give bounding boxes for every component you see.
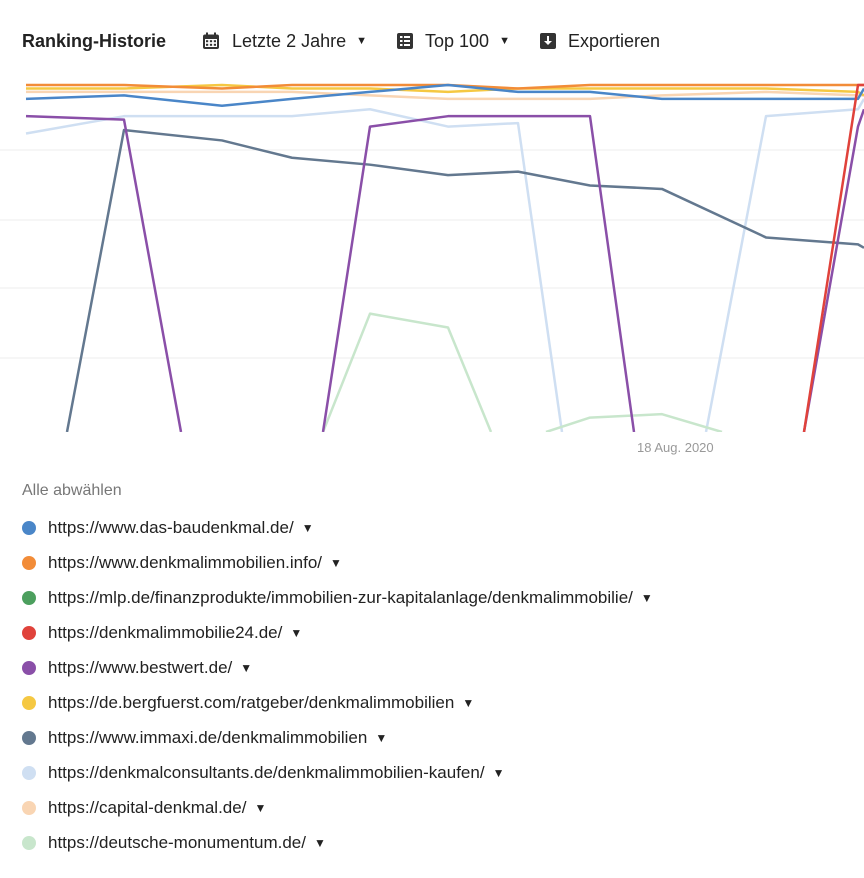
chevron-down-icon[interactable]: ▼ xyxy=(254,800,267,815)
legend-item-label: https://www.bestwert.de/ xyxy=(48,657,233,677)
series-line[interactable] xyxy=(321,114,636,432)
series-line[interactable] xyxy=(802,108,864,432)
x-axis-label: 18 Aug. 2020 xyxy=(637,440,714,455)
series-line[interactable] xyxy=(321,312,493,432)
deselect-all-button[interactable]: Alle abwählen xyxy=(22,482,122,499)
legend-color-dot xyxy=(22,835,36,850)
legend-item[interactable]: https://denkmalconsultants.de/denkmalimm… xyxy=(22,755,653,790)
chevron-down-icon[interactable]: ▼ xyxy=(330,555,342,570)
legend-item-label: https://deutsche-monumentum.de/ xyxy=(48,832,306,852)
legend-color-dot xyxy=(22,555,36,570)
chevron-down-icon: ▼ xyxy=(356,35,367,47)
calendar-icon xyxy=(203,32,220,49)
legend-item-label: https://denkmalimmobilie24.de/ xyxy=(48,622,283,642)
legend-item-label: https://capital-denkmal.de/ xyxy=(48,797,247,817)
chevron-down-icon[interactable]: ▼ xyxy=(375,730,388,745)
top-dropdown[interactable]: Top 100 ▼ xyxy=(397,31,510,52)
legend: Alle abwählen https://www.das-baudenkmal… xyxy=(22,482,653,860)
legend-item-label: https://de.bergfuerst.com/ratgeber/denkm… xyxy=(48,692,455,712)
legend-color-dot xyxy=(22,765,36,780)
legend-item-label: https://www.immaxi.de/denkmalimmobilien xyxy=(48,727,368,747)
legend-item[interactable]: https://capital-denkmal.de/ ▼ xyxy=(22,790,653,825)
legend-item[interactable]: https://www.denkmalimmobilien.info/ ▼ xyxy=(22,545,653,580)
chevron-down-icon[interactable]: ▼ xyxy=(640,590,653,605)
chevron-down-icon[interactable]: ▼ xyxy=(290,625,303,640)
top-label: Top 100 xyxy=(425,30,490,51)
legend-item[interactable]: https://www.das-baudenkmal.de/ ▼ xyxy=(22,510,653,545)
legend-item[interactable]: https://www.immaxi.de/denkmalimmobilien ▼ xyxy=(22,720,653,755)
series-line[interactable] xyxy=(802,83,864,432)
period-label: Letzte 2 Jahre xyxy=(232,30,347,51)
legend-item-label: https://denkmalconsultants.de/denkmalimm… xyxy=(48,762,485,782)
legend-color-dot xyxy=(22,800,36,815)
legend-item[interactable]: https://deutsche-monumentum.de/ ▼ xyxy=(22,825,653,860)
series-line[interactable] xyxy=(26,83,864,97)
series-line[interactable] xyxy=(25,114,183,432)
chevron-down-icon[interactable]: ▼ xyxy=(492,765,505,780)
series-line[interactable] xyxy=(25,83,864,108)
export-label: Exportieren xyxy=(567,30,661,51)
page-title: Ranking-Historie xyxy=(22,30,167,51)
legend-color-dot xyxy=(22,520,36,535)
series-line[interactable] xyxy=(704,98,864,432)
series-line[interactable] xyxy=(25,108,564,432)
legend-color-dot xyxy=(22,730,36,745)
legend-item[interactable]: https://denkmalimmobilie24.de/ ▼ xyxy=(22,615,653,650)
chevron-down-icon[interactable]: ▼ xyxy=(240,660,253,675)
ranking-chart xyxy=(0,83,864,432)
legend-color-dot xyxy=(22,660,36,675)
legend-color-dot xyxy=(22,590,36,605)
chevron-down-icon[interactable]: ▼ xyxy=(313,835,326,850)
export-button[interactable]: Exportieren xyxy=(539,30,661,52)
series-line[interactable] xyxy=(65,128,864,432)
chevron-down-icon[interactable]: ▼ xyxy=(301,520,314,535)
period-dropdown[interactable]: Letzte 2 Jahre ▼ xyxy=(202,31,367,52)
series-line[interactable] xyxy=(545,412,723,432)
list-icon xyxy=(397,33,413,49)
legend-item-label: https://mlp.de/finanzprodukte/immobilien… xyxy=(48,587,633,607)
download-icon xyxy=(539,33,556,49)
chevron-down-icon[interactable]: ▼ xyxy=(462,695,475,710)
legend-item[interactable]: https://mlp.de/finanzprodukte/immobilien… xyxy=(22,580,653,615)
legend-list: https://www.das-baudenkmal.de/▼ https://w… xyxy=(22,510,653,860)
series-line[interactable] xyxy=(26,83,864,90)
series-line[interactable] xyxy=(26,90,864,101)
toolbar: Ranking-Historie Letzte 2 Jahre ▼ Top xyxy=(22,26,690,56)
legend-item-label: https://www.denkmalimmobilien.info/ xyxy=(48,552,323,572)
legend-item-label: https://www.das-baudenkmal.de/ xyxy=(48,517,294,537)
legend-item[interactable]: https://de.bergfuerst.com/ratgeber/denkm… xyxy=(22,685,653,720)
legend-color-dot xyxy=(22,625,36,640)
legend-item[interactable]: https://www.bestwert.de/ ▼ xyxy=(22,650,653,685)
legend-color-dot xyxy=(22,695,36,710)
chevron-down-icon: ▼ xyxy=(499,35,510,47)
